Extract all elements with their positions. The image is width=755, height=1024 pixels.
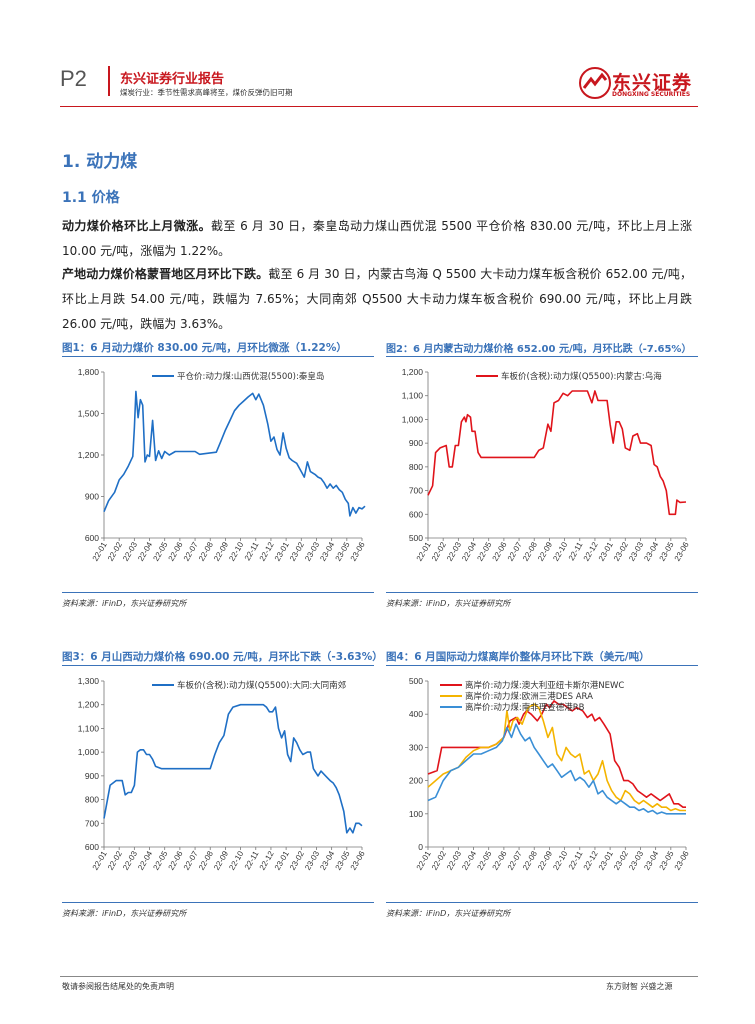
report-subtitle: 煤炭行业：季节性需求高峰将至，煤价反弹仍旧可期 [120,88,293,97]
paragraph-1-lead: 动力煤价格环比上月微涨。 [62,219,211,233]
y-tick-label: 1,500 [78,409,100,419]
y-tick-label: 700 [409,486,423,496]
y-tick-label: 1,100 [402,391,424,401]
figure-4-source: 资料来源：iFinD，东兴证券研究所 [386,909,511,918]
footer-rule [60,976,698,977]
legend-label: 离岸价:动力煤:南非理查德港RB [465,702,585,713]
figure-4-chart: 010020030040050022-0122-0222-0322-0422-0… [409,676,691,872]
y-tick-label: 0 [418,842,423,852]
figure-3-source: 资料来源：iFinD，东兴证券研究所 [62,909,187,918]
logo-icon [579,67,611,99]
header-divider [108,66,110,96]
legend-label: 离岸价:动力煤:澳大利亚纽卡斯尔港NEWC [465,680,624,691]
figure-2-bottom-rule [386,592,698,593]
x-tick-label: 23-06 [349,849,367,872]
y-tick-label: 1,100 [78,723,100,733]
series-line [427,390,687,516]
y-tick-label: 1,200 [78,450,100,460]
series-line [103,390,366,517]
series-line [427,723,686,815]
footer-slogan: 东方财智 兴盛之源 [606,982,673,991]
figure-2-title: 图2：6 月内蒙古动力煤价格 652.00 元/吨，月环比跌（-7.65%） [386,344,692,355]
y-tick-label: 700 [85,818,99,828]
x-tick-label: 22-10 [227,849,245,872]
page-number: P2 [60,66,87,91]
x-tick-label: 23-06 [673,540,691,563]
x-tick-label: 22-10 [227,540,245,563]
y-tick-label: 1,800 [78,367,100,377]
figure-2-rule [386,356,698,357]
paragraph-2-lead: 产地动力煤价格蒙晋地区月环比下跌。 [62,267,269,281]
figure-3-chart: 6007008009001,0001,1001,2001,30022-0122-… [78,676,367,872]
figure-4-title: 图4：6 月国际动力煤离岸价整体月环比下跌（美元/吨） [386,651,650,663]
figure-1-rule [62,356,374,357]
figure-1-source: 资料来源：iFinD，东兴证券研究所 [62,599,187,608]
y-tick-label: 200 [409,776,423,786]
series-line [103,703,363,834]
y-tick-label: 500 [409,676,423,686]
y-tick-label: 1,000 [402,414,424,424]
footer-disclaimer: 敬请参阅报告结尾处的免责声明 [62,982,174,991]
legend-label: 车板价(含税):动力煤(Q5500):内蒙古:乌海 [501,371,662,382]
legend-label: 离岸价:动力煤:欧洲三港DES ARA [465,691,593,702]
y-tick-label: 900 [409,438,423,448]
y-tick-label: 300 [409,742,423,752]
x-tick-label: 22-10 [551,849,569,872]
y-tick-label: 500 [409,533,423,543]
y-tick-label: 1,200 [78,700,100,710]
y-tick-label: 600 [85,533,99,543]
y-tick-label: 900 [85,771,99,781]
paragraph-2-text: 截至 6 月 30 日，内蒙古鸟海 Q 5500 大卡动力煤车板含税价 652.… [62,267,692,331]
logo-text: 东兴证券 [612,72,693,94]
logo-english: DONGXING SECURITIES [612,91,691,98]
figure-1-title: 图1：6 月动力煤价 830.00 元/吨，月环比微涨（1.22%） [62,342,347,354]
figure-2-chart: 5006007008009001,0001,1001,20022-0122-02… [402,367,691,563]
y-tick-label: 800 [85,795,99,805]
y-tick-label: 1,300 [78,676,100,686]
y-tick-label: 900 [85,492,99,502]
legend-label: 车板价(含税):动力煤(Q5500):大同:大同南郊 [177,680,347,691]
paragraph-2: 产地动力煤价格蒙晋地区月环比下跌。截至 6 月 30 日，内蒙古鸟海 Q 550… [62,262,692,337]
series-line [427,703,686,812]
figure-4-bottom-rule [386,902,698,903]
subsection-heading: 1.1 价格 [62,190,120,206]
y-tick-label: 100 [409,809,423,819]
y-tick-label: 800 [409,462,423,472]
figure-2-source: 资料来源：iFinD，东兴证券研究所 [386,599,511,608]
y-tick-label: 1,000 [78,747,100,757]
figure-1-chart: 6009001,2001,5001,80022-0122-0222-0322-0… [78,367,367,563]
x-tick-label: 23-06 [349,540,367,563]
paragraph-1: 动力煤价格环比上月微涨。截至 6 月 30 日，秦皇岛动力煤山西优混 5500 … [62,214,692,264]
y-tick-label: 600 [409,509,423,519]
header-rule [60,106,698,107]
report-title: 东兴证券行业报告 [120,72,225,87]
y-tick-label: 1,200 [402,367,424,377]
figure-3-bottom-rule [62,902,374,903]
figure-3-rule [62,665,374,666]
figure-4-rule [386,665,698,666]
figure-3-title: 图3：6 月山西动力煤价格 690.00 元/吨，月环比下跌（-3.63%） [62,651,383,663]
x-tick-label: 23-06 [673,849,691,872]
paragraph-1-text: 截至 6 月 30 日，秦皇岛动力煤山西优混 5500 平仓价格 830.00 … [62,219,692,258]
x-tick-label: 22-10 [551,540,569,563]
legend-label: 平仓价:动力煤:山西优混(5500):秦皇岛 [177,371,324,382]
y-tick-label: 400 [409,709,423,719]
figure-1-bottom-rule [62,592,374,593]
section-heading: 1. 动力煤 [62,152,138,172]
y-tick-label: 600 [85,842,99,852]
